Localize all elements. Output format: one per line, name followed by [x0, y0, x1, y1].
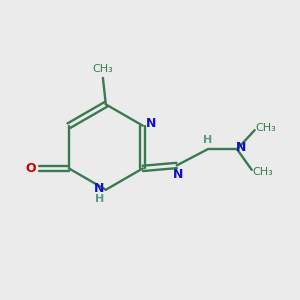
Text: N: N [94, 182, 104, 195]
Text: CH₃: CH₃ [253, 167, 273, 177]
Text: N: N [173, 168, 183, 181]
Text: H: H [95, 194, 104, 204]
Text: N: N [236, 141, 247, 154]
Text: N: N [146, 117, 156, 130]
Text: CH₃: CH₃ [92, 64, 113, 74]
Text: H: H [203, 134, 212, 145]
Text: CH₃: CH₃ [256, 123, 276, 133]
Text: O: O [26, 162, 37, 175]
